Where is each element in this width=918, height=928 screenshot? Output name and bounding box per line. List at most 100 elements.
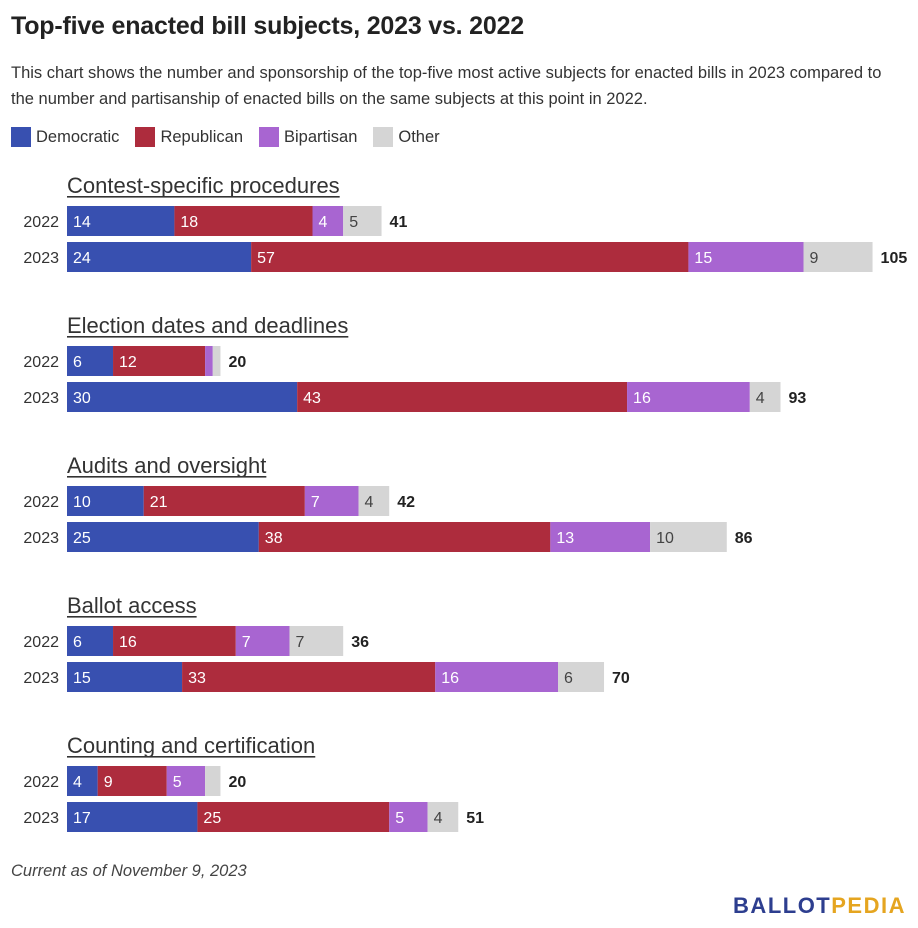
subject-heading: Audits and oversight — [67, 453, 266, 478]
legend-swatch-other — [373, 127, 394, 147]
segment-value-label: 4 — [73, 774, 82, 791]
bar-total-label: 41 — [390, 214, 408, 231]
segment-value-label: 5 — [349, 214, 358, 231]
bar-segment-republican — [113, 346, 206, 376]
segment-value-label: 21 — [150, 494, 168, 511]
bar-total-label: 20 — [228, 774, 246, 791]
chart-subtitle: This chart shows the number and sponsors… — [11, 64, 882, 108]
legend-item-other: Other — [373, 127, 440, 147]
bar-segment-bipartisan — [205, 346, 213, 376]
segment-value-label: 10 — [73, 494, 91, 511]
bar-segment-republican — [297, 382, 628, 412]
segment-value-label: 6 — [73, 634, 82, 651]
segment-value-label: 7 — [311, 494, 320, 511]
bar-segment-bipartisan — [688, 242, 804, 272]
segment-value-label: 6 — [564, 670, 573, 687]
legend-swatch-republican — [135, 127, 156, 147]
bar-segment-other — [343, 206, 382, 236]
bar-total-label: 51 — [466, 810, 484, 827]
bar-segment-bipartisan — [627, 382, 750, 412]
bar-segment-bipartisan — [550, 522, 651, 552]
year-label: 2023 — [23, 530, 59, 547]
year-label: 2022 — [23, 214, 59, 231]
segment-value-label: 4 — [434, 810, 443, 827]
segment-value-label: 4 — [319, 214, 328, 231]
bar-segment-bipartisan — [312, 206, 344, 236]
segment-value-label: 14 — [73, 214, 91, 231]
logo-part-ballot: BALLOT — [733, 893, 832, 918]
logo-part-pedia: PEDIA — [831, 893, 906, 918]
bar-segment-republican — [113, 626, 236, 656]
subject-heading-underline — [67, 616, 197, 618]
bar-total-label: 86 — [735, 530, 753, 547]
bar-segment-other — [358, 486, 390, 516]
bar-segment-other — [205, 766, 221, 796]
bar-segment-republican — [182, 662, 436, 692]
segment-value-label: 9 — [810, 250, 819, 267]
segment-value-label: 18 — [180, 214, 198, 231]
segment-value-label: 25 — [203, 810, 221, 827]
bar-total-label: 70 — [612, 670, 630, 687]
legend-item-democratic: Democratic — [11, 127, 119, 147]
bar-total-label: 93 — [788, 390, 806, 407]
bar-segment-republican — [174, 206, 313, 236]
bar-segment-republican — [251, 242, 689, 272]
segment-value-label: 57 — [257, 250, 275, 267]
bar-segment-other — [558, 662, 605, 692]
bar-segment-democratic — [67, 486, 144, 516]
segment-value-label: 5 — [395, 810, 404, 827]
segment-value-label: 9 — [104, 774, 113, 791]
legend-label-bipartisan: Bipartisan — [284, 127, 358, 146]
legend-item-republican: Republican — [135, 127, 243, 147]
segment-value-label: 16 — [633, 390, 651, 407]
bar-segment-democratic — [67, 382, 298, 412]
bar-segment-democratic — [67, 802, 198, 832]
bar-segment-other — [803, 242, 873, 272]
bar-segment-republican — [197, 802, 390, 832]
year-label: 2022 — [23, 774, 59, 791]
bar-segment-bipartisan — [304, 486, 359, 516]
segment-value-label: 38 — [265, 530, 283, 547]
bar-segment-democratic — [67, 766, 98, 796]
bar-total-label: 105 — [881, 250, 908, 267]
bar-segment-bipartisan — [166, 766, 206, 796]
bar-segment-democratic — [67, 242, 252, 272]
legend-label-other: Other — [398, 127, 440, 146]
year-label: 2023 — [23, 390, 59, 407]
segment-value-label: 24 — [73, 250, 91, 267]
subject-heading-underline — [67, 476, 267, 478]
segment-value-label: 15 — [73, 670, 91, 687]
subject-heading: Election dates and deadlines — [67, 313, 348, 338]
bar-segment-other — [650, 522, 727, 552]
subject-heading-underline — [67, 336, 349, 338]
bar-segment-other — [212, 346, 221, 376]
segment-value-label: 17 — [73, 810, 91, 827]
bar-segment-democratic — [67, 662, 183, 692]
legend-swatch-democratic — [11, 127, 31, 147]
segment-value-label: 4 — [756, 390, 765, 407]
legend: Democratic Republican Bipartisan Other — [11, 127, 456, 147]
legend-label-democratic: Democratic — [36, 127, 120, 146]
segment-value-label: 6 — [73, 354, 82, 371]
bar-segment-bipartisan — [435, 662, 559, 692]
bar-segment-democratic — [67, 206, 175, 236]
segment-value-label: 4 — [365, 494, 374, 511]
footnote: Current as of November 9, 2023 — [11, 862, 247, 880]
bar-segment-democratic — [67, 346, 114, 376]
bar-total-label: 20 — [228, 354, 246, 371]
segment-value-label: 12 — [119, 354, 137, 371]
subject-heading-underline — [67, 196, 340, 198]
segment-value-label: 43 — [303, 390, 321, 407]
bar-segment-bipartisan — [235, 626, 290, 656]
segment-value-label: 15 — [694, 250, 712, 267]
segment-value-label: 16 — [119, 634, 137, 651]
subject-heading: Counting and certification — [67, 733, 315, 758]
bar-segment-republican — [258, 522, 551, 552]
year-label: 2022 — [23, 494, 59, 511]
subject-heading: Ballot access — [67, 593, 197, 618]
bar-segment-bipartisan — [389, 802, 428, 832]
segment-value-label: 30 — [73, 390, 91, 407]
bar-segment-democratic — [67, 626, 114, 656]
bar-segment-other — [427, 802, 459, 832]
